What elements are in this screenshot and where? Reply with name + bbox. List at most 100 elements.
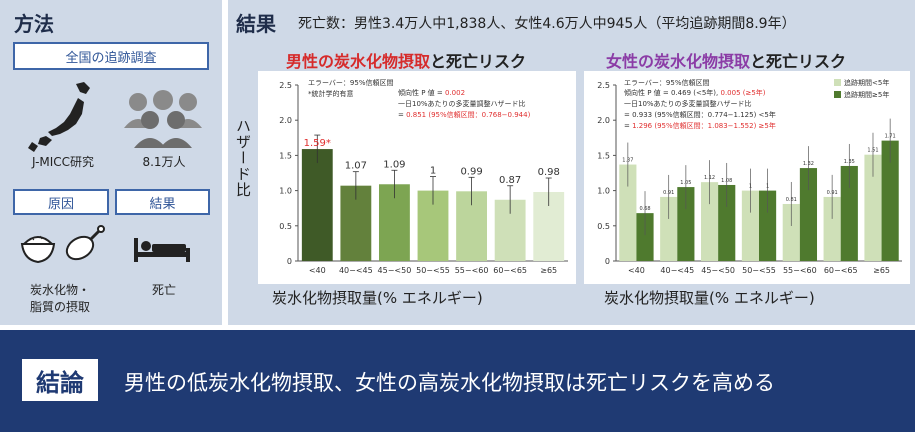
y-tick-label: 2.5 (279, 81, 292, 90)
bar (700, 182, 719, 261)
female-x-axis-label: 炭水化物摂取量(% エネルギー) (604, 289, 815, 307)
data-label: 1.08 (721, 178, 732, 184)
chart-stat-line: 一日10%あたりの多変量調整ハザード比 (398, 99, 526, 108)
chart-stat-line: 傾向性 P 値 = 0.002 (398, 88, 465, 97)
bed-icon (134, 238, 190, 262)
male-x-axis-label: 炭水化物摂取量(% エネルギー) (272, 289, 483, 307)
male-chart-title-rest: と死亡リスク (430, 52, 527, 71)
bar (636, 213, 654, 261)
bar (301, 149, 333, 261)
female-chart-title-rest: と死亡リスク (750, 52, 847, 71)
data-label: 0.91 (663, 190, 674, 196)
y-tick-label: 1.0 (279, 187, 292, 196)
female-chart-title-highlight: 女性の炭水化物摂取 (606, 52, 751, 71)
data-label: 1.32 (803, 161, 814, 167)
x-tick-label: ≥65 (873, 266, 890, 275)
x-tick-label: 55−<60 (783, 266, 817, 275)
methods-title: 方法 (14, 12, 54, 36)
y-tick-label: 1.5 (279, 151, 292, 160)
male-chart-title: 男性の炭水化物摂取と死亡リスク (286, 48, 526, 72)
y-tick-label: 2.5 (597, 81, 610, 90)
y-tick-label: 0.5 (597, 222, 610, 231)
data-label: 1.51 (867, 148, 878, 154)
people-group-icon (124, 90, 202, 148)
data-label: 1.37 (622, 158, 633, 164)
male-chart-svg: 0 0.5 1.0 1.5 2.0 2.5 1.59* <40 1.07 40−<45 1.09 45… (279, 78, 568, 275)
conclusion-label: 結論 (22, 359, 98, 401)
x-tick-label: 55−<60 (455, 266, 489, 275)
chart-stat-value: 0.002 (445, 89, 465, 97)
x-tick-label: <40 (628, 266, 645, 275)
chart-stat-value: 0.005 (≥5年) (720, 88, 765, 97)
conclusion-text: 男性の低炭水化物摂取、女性の高炭水化物摂取は死亡リスクを高める (124, 371, 775, 395)
bar (759, 190, 777, 261)
chart-stat-text: = 0.933 (95%信頼区間：0.774−1.125) <5年 (624, 110, 776, 119)
chart-stat-text: 一日10%あたりの多変量調整ハザード比 (624, 99, 752, 108)
data-label: 0.81 (786, 197, 797, 203)
chart-stat-text: 傾向性 P 値 = 0.469 (<5年), (624, 88, 720, 97)
result-box: 結果 (115, 189, 210, 215)
chart-stat-text: = (398, 111, 406, 119)
x-tick-label: 60−<65 (493, 266, 527, 275)
male-chart-title-highlight: 男性の炭水化物摂取 (286, 52, 431, 71)
legend-swatch (834, 91, 841, 98)
chart-stat-text: 傾向性 P 値 = (398, 88, 445, 97)
chart-stat-value: 0.851 (95%信頼区間：0.768−0.944) (406, 110, 530, 119)
y-axis-label: ハザード比 (234, 118, 252, 198)
y-tick-label: 1.0 (597, 187, 610, 196)
bar (660, 196, 678, 261)
study-name-label: J-MICC研究 (31, 155, 95, 169)
bar (718, 184, 736, 261)
cause-label-line-2: 脂質の摂取 (29, 300, 90, 315)
chart-stat-line: 傾向性 P 値 = 0.469 (<5年), 0.005 (≥5年) (624, 88, 766, 97)
x-tick-label: 50−<55 (416, 266, 450, 275)
data-label: 0.68 (639, 206, 650, 212)
y-tick-label: 1.5 (597, 151, 610, 160)
japan-map-icon (28, 82, 90, 152)
x-tick-label: 40−<45 (660, 266, 694, 275)
female-chart-title: 女性の炭水化物摂取と死亡リスク (606, 48, 846, 72)
data-label: 1 (766, 184, 769, 190)
chart-stat-line: = 0.851 (95%信頼区間：0.768−0.944) (398, 110, 531, 119)
bar (864, 154, 882, 261)
methods-panel: 方法 全国の追跡調査 J-MICC研究 8.1万人 原因 結果 (0, 0, 222, 325)
data-label: 0.99 (460, 166, 482, 177)
data-label: 1 (430, 166, 436, 177)
participants-label: 8.1万人 (142, 155, 186, 169)
male-chart: 0 0.5 1.0 1.5 2.0 2.5 1.59* <40 1.07 40−<45 1.09 45… (258, 71, 576, 284)
legend-label: 追跡期間≥5年 (844, 90, 889, 99)
data-label: 1.09 (383, 159, 405, 170)
data-label: 0.91 (827, 190, 838, 196)
y-tick-label: 0 (287, 257, 292, 266)
bar (881, 140, 899, 261)
cause-box: 原因 (13, 189, 109, 215)
x-tick-label: 50−<55 (742, 266, 776, 275)
chart-note: *統計学的有意 (308, 89, 354, 98)
result-label: 死亡 (151, 283, 176, 297)
x-tick-label: 40−<45 (339, 266, 373, 275)
data-label: 1.35 (844, 159, 855, 165)
bar (677, 187, 695, 261)
x-tick-label: ≥65 (540, 266, 557, 275)
data-label: 1 (749, 184, 752, 190)
data-label: 1.07 (345, 161, 367, 172)
data-label: 1.05 (680, 180, 691, 186)
meat-icon (65, 225, 105, 261)
data-label: 1.59* (304, 138, 331, 149)
x-tick-label: 45−<50 (701, 266, 735, 275)
legend-swatch (834, 79, 841, 86)
chart-stat-text: = (624, 122, 632, 130)
results-panel: 結果 死亡数：男性3.4万人中1,838人、女性4.6万人中945人（平均追跡期… (228, 0, 915, 325)
chart-stat-line: = 1.296 (95%信頼区間：1.083−1.552) ≥5年 (624, 121, 776, 130)
data-label: 1.12 (704, 175, 715, 181)
chart-stat-value: 1.296 (95%信頼区間：1.083−1.552) ≥5年 (632, 121, 776, 130)
y-tick-label: 2.0 (597, 116, 610, 125)
cause-label: 炭水化物・ 脂質の摂取 (10, 282, 110, 317)
chart-stat-text: 一日10%あたりの多変量調整ハザード比 (398, 99, 526, 108)
female-chart-svg: 0 0.5 1.0 1.5 2.0 2.5 1.37 0.68 <40 0.91 1.05 40−<4… (597, 78, 902, 275)
y-tick-label: 2.0 (279, 116, 292, 125)
bar (823, 196, 841, 261)
legend-label: 追跡期間<5年 (844, 78, 889, 87)
results-title: 結果 (236, 12, 276, 36)
x-tick-label: <40 (309, 266, 326, 275)
